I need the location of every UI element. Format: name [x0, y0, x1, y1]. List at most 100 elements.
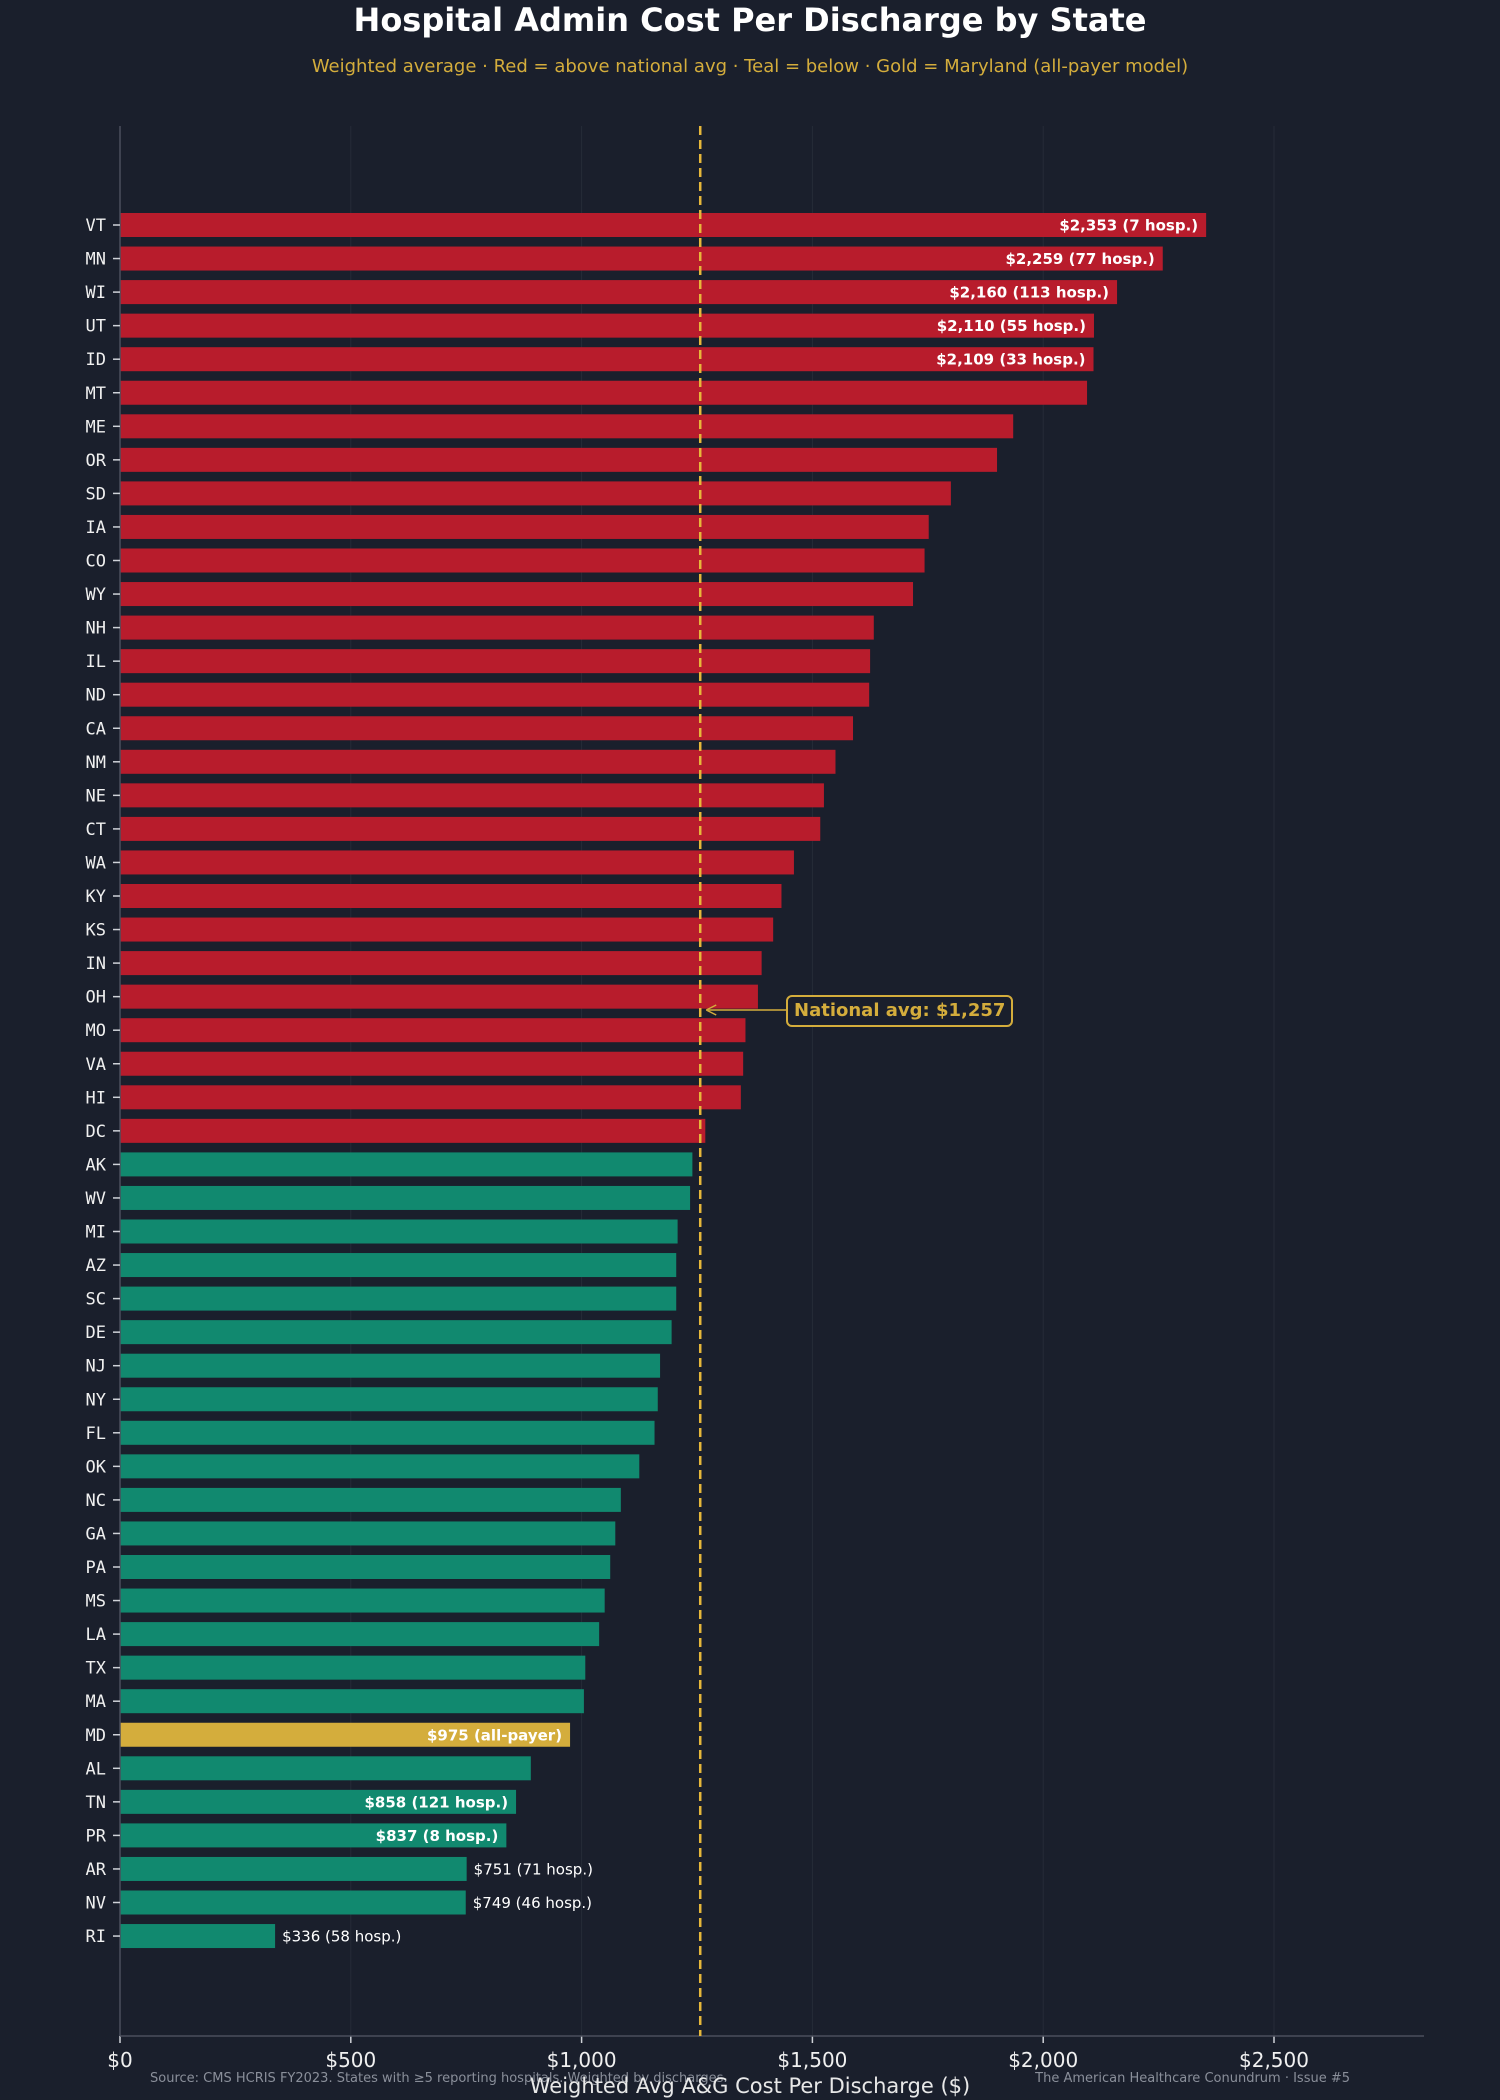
bar-ne	[120, 783, 824, 808]
data-label-pr: $837 (8 hosp.)	[376, 1827, 499, 1845]
y-tick-label: IL	[86, 652, 106, 672]
y-tick-label: WI	[86, 283, 106, 303]
y-tick-label: OK	[86, 1457, 107, 1477]
bar-oh	[120, 984, 758, 1009]
y-tick-label: CA	[86, 719, 106, 739]
data-label-wi: $2,160 (113 hosp.)	[949, 284, 1109, 302]
bar-mo	[120, 1018, 746, 1043]
y-tick-label: PA	[86, 1558, 106, 1578]
x-tick-label: $500	[325, 2048, 376, 2072]
bar-nc	[120, 1487, 621, 1512]
data-labels: $2,353 (7 hosp.) $2,259 (77 hosp.) $2,160 …	[282, 217, 1198, 1946]
bar-ks	[120, 917, 774, 942]
y-tick-label: SC	[86, 1290, 106, 1310]
bar-dc	[120, 1118, 706, 1143]
bar-pa	[120, 1555, 611, 1579]
y-tick-label: TX	[86, 1659, 107, 1679]
credit-note: The American Healthcare Conundrum · Issu…	[1035, 2071, 1350, 2086]
bar-mn	[120, 246, 1163, 271]
y-tick-label: DE	[86, 1323, 106, 1343]
bars	[120, 213, 1207, 1949]
y-tick-label: HI	[86, 1088, 106, 1108]
y-tick-label: MO	[86, 1021, 106, 1041]
data-label-nv: $749 (46 hosp.)	[473, 1894, 592, 1912]
y-tick-label: MT	[86, 384, 106, 404]
bar-ri	[120, 1924, 276, 1949]
bar-wa	[120, 850, 794, 875]
bar-me	[120, 414, 1014, 439]
bar-nm	[120, 749, 836, 774]
y-tick-label: KY	[86, 887, 106, 907]
bar-sc	[120, 1286, 677, 1311]
bar-ga	[120, 1521, 616, 1546]
bar-ia	[120, 514, 929, 539]
y-tick-label: NH	[86, 619, 106, 639]
x-tick-label: $2,000	[1008, 2048, 1078, 2072]
national-average-marker	[698, 126, 786, 2036]
bar-in	[120, 951, 762, 976]
y-tick-label: KS	[86, 921, 106, 941]
y-tick-label: NY	[86, 1390, 106, 1410]
x-axis-label: Weighted Avg A&G Cost Per Discharge ($)	[529, 2074, 971, 2098]
bar-nd	[120, 682, 870, 707]
y-tick-label: IN	[86, 954, 106, 974]
bar-nh	[120, 615, 874, 640]
y-tick-label: MS	[86, 1592, 106, 1612]
grid-lines	[119, 126, 1275, 2036]
y-tick-label: MI	[86, 1223, 106, 1243]
y-tick-label: MD	[86, 1726, 106, 1746]
chart-subtitle: Weighted average · Red = above national …	[311, 56, 1189, 77]
y-tick-label: AK	[86, 1155, 107, 1175]
national-avg-annotation: National avg: $1,257	[786, 995, 1014, 1027]
y-tick-label: GA	[86, 1524, 106, 1544]
source-note: Source: CMS HCRIS FY2023. States with ≥5…	[150, 2071, 728, 2086]
y-tick-label: NE	[86, 786, 106, 806]
x-tick-label: $2,500	[1239, 2048, 1309, 2072]
y-tick-label: ND	[86, 686, 106, 706]
y-tick-label: UT	[86, 317, 106, 337]
y-tick-label: WY	[86, 585, 106, 605]
y-tick-label: OH	[86, 988, 106, 1008]
chart-title: Hospital Admin Cost Per Discharge by Sta…	[353, 1, 1147, 39]
axes: $0 $500 $1,000 $1,500 $2,000 $2,500 VT MN WI UT ID…	[86, 126, 1424, 2072]
y-tick-label: LA	[86, 1625, 106, 1645]
y-tick-label: CT	[86, 820, 106, 840]
data-label-tn: $858 (121 hosp.)	[364, 1793, 508, 1811]
y-tick-label: AR	[86, 1860, 107, 1880]
x-tick-label: $0	[107, 2048, 132, 2072]
y-tick-label: AL	[86, 1759, 106, 1779]
y-tick-label: VT	[86, 216, 106, 236]
x-tick-label: $1,000	[547, 2048, 617, 2072]
bar-ma	[120, 1689, 584, 1714]
bar-vt	[120, 213, 1207, 237]
data-label-md: $975 (all-payer)	[427, 1726, 562, 1744]
bar-wi	[120, 280, 1118, 305]
bar-ok	[120, 1454, 640, 1479]
y-tick-label: WV	[86, 1189, 106, 1209]
bar-ny	[120, 1387, 658, 1412]
y-tick-label: ID	[86, 350, 106, 370]
bar-al	[120, 1756, 531, 1781]
bar-wy	[120, 582, 914, 607]
bar-or	[120, 447, 998, 472]
bar-mi	[120, 1219, 678, 1244]
y-tick-label: DC	[86, 1122, 106, 1142]
data-label-mn: $2,259 (77 hosp.)	[1005, 250, 1154, 268]
bar-mt	[120, 380, 1088, 405]
annotation-arrow-head	[705, 1004, 717, 1016]
y-tick-label: VA	[86, 1055, 106, 1075]
y-tick-label: NC	[86, 1491, 106, 1511]
bar-ar	[120, 1856, 467, 1881]
bar-hi	[120, 1085, 741, 1110]
y-tick-label: ME	[86, 417, 106, 437]
data-label-ut: $2,110 (55 hosp.)	[937, 317, 1086, 335]
data-label-ri: $336 (58 hosp.)	[282, 1928, 401, 1946]
y-tick-label: MA	[86, 1692, 106, 1712]
bar-pr	[120, 1823, 507, 1848]
y-tick-label: PR	[86, 1826, 107, 1846]
bar-md	[120, 1722, 571, 1747]
y-tick-label: RI	[86, 1927, 106, 1947]
bar-ms	[120, 1588, 605, 1613]
bar-ct	[120, 816, 821, 841]
